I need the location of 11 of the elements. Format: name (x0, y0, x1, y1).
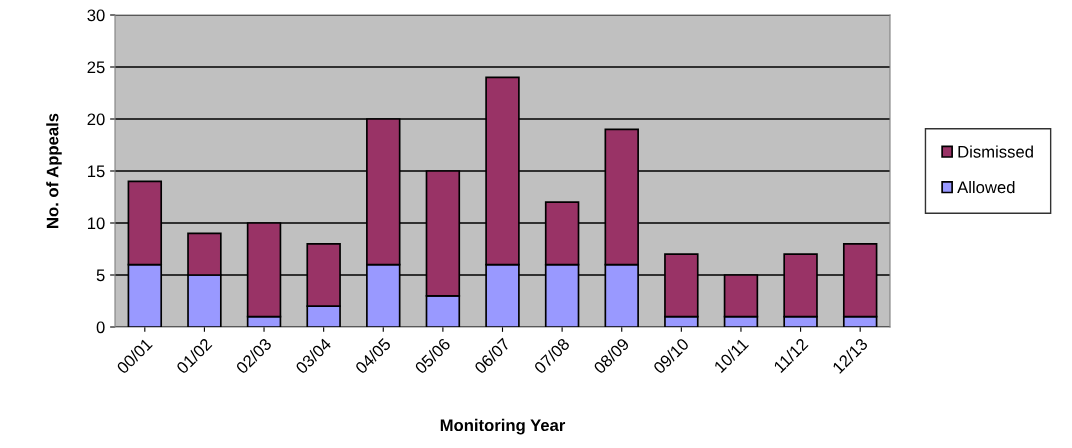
y-axis-title: No. of Appeals (46, 113, 62, 228)
legend-label: Allowed (957, 181, 1015, 194)
y-tick-label: 10 (88, 217, 105, 230)
y-tick-label: 5 (96, 269, 105, 282)
y-tick-label: 15 (88, 165, 105, 178)
x-axis-title: Monitoring Year (440, 418, 566, 435)
legend-label: Dismissed (958, 145, 1033, 158)
y-tick-label: 25 (87, 61, 105, 74)
y-tick-label: 30 (87, 9, 105, 22)
y-tick-label: 0 (96, 321, 105, 334)
y-tick-label: 20 (87, 113, 105, 126)
